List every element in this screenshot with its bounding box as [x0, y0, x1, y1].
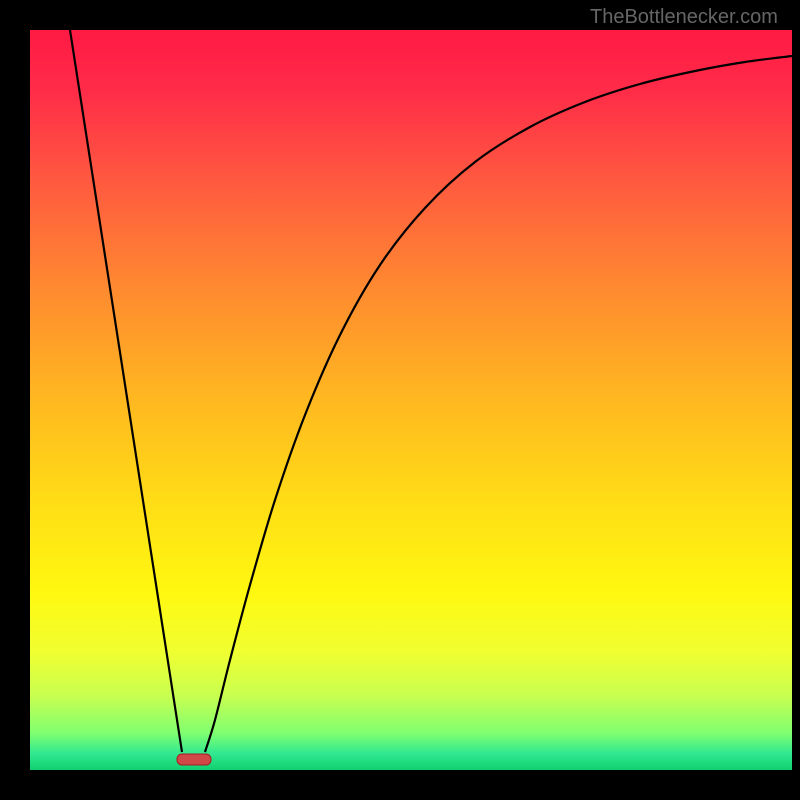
watermark-text: TheBottlenecker.com [590, 6, 778, 29]
optimal-marker [177, 754, 211, 765]
chart-container: TheBottlenecker.com [0, 0, 800, 800]
right-ascent-curve [205, 56, 792, 752]
left-descent-line [70, 30, 182, 752]
curve-overlay [30, 30, 792, 770]
plot-area [30, 30, 792, 770]
